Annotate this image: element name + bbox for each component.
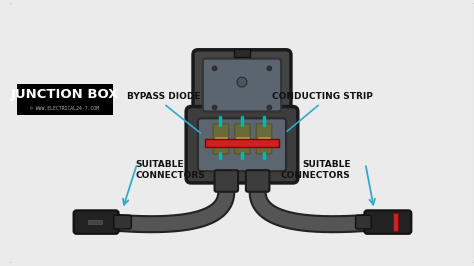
FancyBboxPatch shape (114, 215, 131, 229)
Bar (205, 139, 279, 147)
Circle shape (212, 66, 217, 71)
Bar (236, 137, 249, 142)
Text: © WWW.ELECTRICAL24-7.COM: © WWW.ELECTRICAL24-7.COM (30, 106, 99, 111)
FancyBboxPatch shape (17, 84, 113, 115)
Text: SUITABLE
CONNECTORS: SUITABLE CONNECTORS (281, 160, 351, 180)
FancyBboxPatch shape (193, 50, 291, 120)
FancyBboxPatch shape (213, 124, 229, 154)
FancyBboxPatch shape (203, 59, 281, 111)
Text: JUNCTION BOX: JUNCTION BOX (10, 88, 119, 101)
FancyBboxPatch shape (256, 124, 272, 154)
FancyBboxPatch shape (235, 124, 250, 154)
Bar (215, 137, 228, 142)
FancyBboxPatch shape (198, 118, 286, 171)
FancyBboxPatch shape (73, 210, 118, 234)
Text: SUITABLE
CONNECTORS: SUITABLE CONNECTORS (135, 160, 205, 180)
FancyBboxPatch shape (356, 215, 371, 229)
FancyBboxPatch shape (215, 170, 238, 192)
Circle shape (212, 105, 217, 110)
Text: BYPASS DIODE: BYPASS DIODE (127, 92, 201, 101)
FancyBboxPatch shape (365, 210, 411, 234)
Bar (393, 213, 398, 231)
FancyBboxPatch shape (246, 170, 269, 192)
Text: CONDUCTING STRIP: CONDUCTING STRIP (272, 92, 373, 101)
FancyBboxPatch shape (9, 2, 474, 264)
Bar (88, 220, 102, 224)
Circle shape (237, 77, 247, 87)
FancyBboxPatch shape (186, 107, 298, 183)
Circle shape (267, 105, 272, 110)
Circle shape (267, 66, 272, 71)
Bar (258, 137, 270, 142)
Bar (234, 49, 250, 57)
